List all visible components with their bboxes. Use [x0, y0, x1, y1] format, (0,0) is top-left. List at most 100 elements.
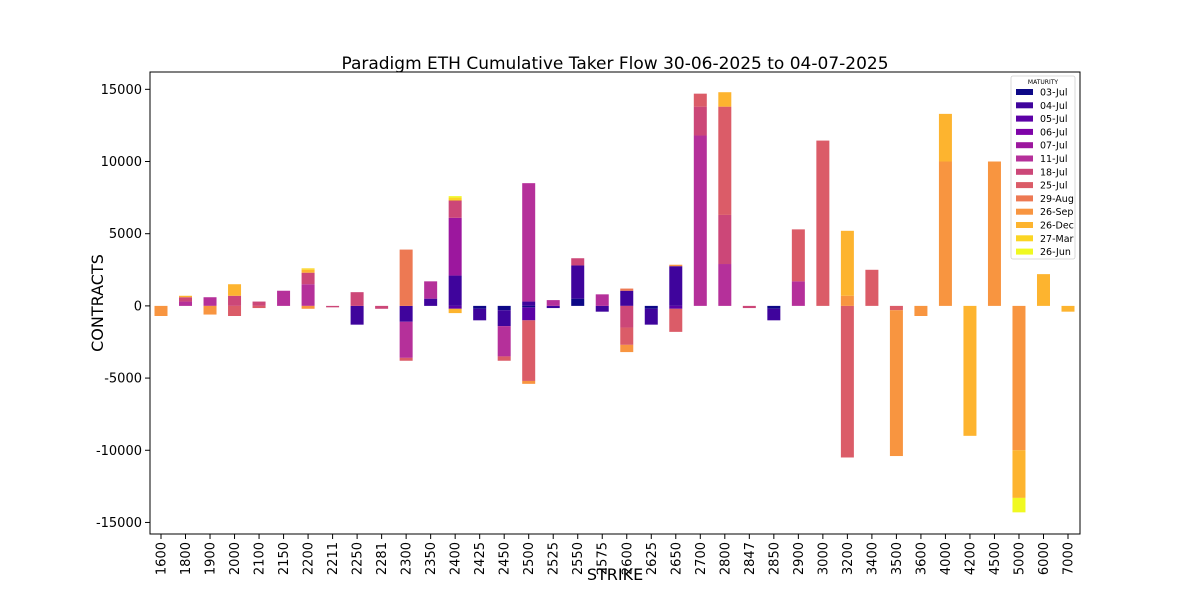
bar-segment-2400-18-Jul [448, 200, 462, 218]
x-tick-label: 2900 [792, 542, 807, 575]
bar-segment-2900-11-Jul [791, 281, 805, 306]
x-tick-label: 3000 [816, 542, 831, 575]
bar-segment-2200-18-Jul [301, 272, 315, 285]
bar-segment-2300-04-Jul [399, 305, 413, 322]
bar-segment-2700-11-Jul [693, 135, 707, 306]
legend-label-07-Jul: 07-Jul [1040, 141, 1068, 152]
bar-segment-2000-26-Dec [228, 284, 242, 296]
legend-label-27-Mar: 27-Mar [1040, 234, 1074, 245]
bar-segment-3500-26-Sep [889, 310, 903, 457]
x-tick-label: 2350 [424, 542, 439, 575]
bar-segment-2300-11-Jul [399, 321, 413, 358]
legend-swatch-26-Sep [1016, 208, 1033, 215]
bar-segment-5000-26-Jun [1012, 497, 1026, 513]
legend-swatch-06-Jul [1016, 128, 1033, 135]
legend-swatch-04-Jul [1016, 102, 1033, 109]
bar-segment-2650-25-Jul [669, 308, 683, 332]
bar-segment-3000-25-Jul [816, 140, 830, 306]
x-tick-label: 2650 [669, 542, 684, 575]
bar-segment-2550-03-Jul [571, 298, 585, 306]
bar-segment-1800-26-Dec [179, 295, 193, 298]
bar-segment-2400-26-Jun [448, 196, 462, 198]
legend-label-29-Aug: 29-Aug [1040, 194, 1074, 205]
bar-segment-2350-04-Jul [424, 298, 438, 306]
legend-label-11-Jul: 11-Jul [1040, 154, 1068, 165]
legend-title: MATURITY [1028, 79, 1058, 86]
x-tick-label: 2450 [498, 542, 513, 575]
bar-segment-2400-07-Jul [448, 217, 462, 276]
legend-swatch-18-Jul [1016, 168, 1033, 175]
bar-segment-2200-26-Sep [301, 305, 315, 309]
y-tick-label: -5000 [104, 372, 142, 387]
bar-segment-2250-04-Jul [350, 305, 364, 325]
bar-segment-2450-11-Jul [497, 326, 511, 357]
y-tick-label: -15000 [96, 516, 142, 531]
bar-segment-4200-26-Dec [963, 305, 977, 436]
x-tick-label: 2500 [522, 542, 537, 575]
bar-segment-1900-11-Jul [203, 297, 217, 306]
y-tick-label: -10000 [96, 444, 142, 459]
bar-segment-2850-03-Jul [767, 305, 781, 309]
legend-label-26-Sep: 26-Sep [1040, 207, 1073, 218]
bar-segment-2000-25-Jul [228, 305, 242, 316]
x-tick-label: 2850 [767, 542, 782, 575]
bar-segment-2150-11-Jul [277, 290, 291, 306]
bar-segment-2847-18-Jul [742, 305, 756, 309]
bar-segment-4500-26-Sep [987, 161, 1001, 306]
x-tick-label: 2575 [596, 542, 611, 575]
legend-swatch-07-Jul [1016, 142, 1033, 149]
x-tick-label: 2281 [375, 542, 390, 575]
bar-segment-2800-26-Dec [718, 92, 732, 107]
y-tick-label: 5000 [109, 227, 142, 242]
x-tick-label: 2250 [351, 542, 366, 575]
x-tick-label: 2700 [694, 542, 709, 575]
bar-segment-2425-04-Jul [473, 308, 487, 321]
x-tick-label: 2300 [400, 542, 415, 575]
bar-segment-2500-25-Jul [522, 320, 536, 381]
x-tick-label: 1900 [204, 542, 219, 575]
bar-segment-2600-26-Sep [620, 344, 634, 353]
bar-segment-2100-25-Jul [252, 305, 266, 309]
y-axis-title: CONTRACTS [88, 254, 107, 352]
bar-segment-2600-25-Jul [620, 327, 634, 345]
bar-segment-2400-04-Jul [448, 275, 462, 306]
bar-segment-2281-18-Jul [375, 305, 389, 309]
bar-segment-2450-03-Jul [497, 305, 511, 311]
legend-label-04-Jul: 04-Jul [1040, 101, 1068, 112]
bar-segment-1800-18-Jul [179, 297, 193, 302]
legend-label-06-Jul: 06-Jul [1040, 127, 1068, 138]
x-tick-label: 3400 [865, 542, 880, 575]
legend-swatch-26-Jun [1016, 248, 1033, 255]
bar-segment-1800-11-Jul [179, 301, 193, 306]
legend-swatch-29-Aug [1016, 195, 1033, 202]
bar-segment-1900-26-Sep [203, 305, 217, 315]
legend-label-18-Jul: 18-Jul [1040, 167, 1068, 178]
x-tick-label: 3200 [841, 542, 856, 575]
x-tick-label: 4000 [939, 542, 954, 575]
x-tick-label: 2600 [620, 542, 635, 575]
y-tick-label: 10000 [101, 155, 142, 170]
bar-segment-2450-25-Jul [497, 356, 511, 361]
legend-label-05-Jul: 05-Jul [1040, 114, 1068, 125]
x-tick-label: 4500 [988, 542, 1003, 575]
bar-segment-2300-29-Aug [399, 249, 413, 306]
bar-segment-2100-18-Jul [252, 301, 266, 306]
plot-frame [149, 71, 1081, 535]
bar-segment-2625-04-Jul [644, 308, 658, 325]
bars-layer [154, 92, 1075, 513]
bar-segment-2550-04-Jul [571, 265, 585, 299]
x-tick-label: 2150 [277, 542, 292, 575]
x-tick-label: 3600 [914, 542, 929, 575]
legend-label-25-Jul: 25-Jul [1040, 181, 1068, 192]
bar-segment-6000-26-Dec [1036, 274, 1050, 306]
bar-segment-2550-18-Jul [571, 258, 585, 266]
x-tick-label: 2425 [473, 542, 488, 575]
bar-segment-2400-27-Mar [448, 197, 462, 201]
bar-segment-2800-25-Jul [718, 106, 732, 215]
bar-segment-4000-26-Dec [938, 113, 952, 162]
bar-segment-3500-25-Jul [889, 305, 903, 311]
bar-segment-2900-25-Jul [791, 229, 805, 282]
legend-label-03-Jul: 03-Jul [1040, 88, 1068, 99]
x-tick-label: 2400 [449, 542, 464, 575]
